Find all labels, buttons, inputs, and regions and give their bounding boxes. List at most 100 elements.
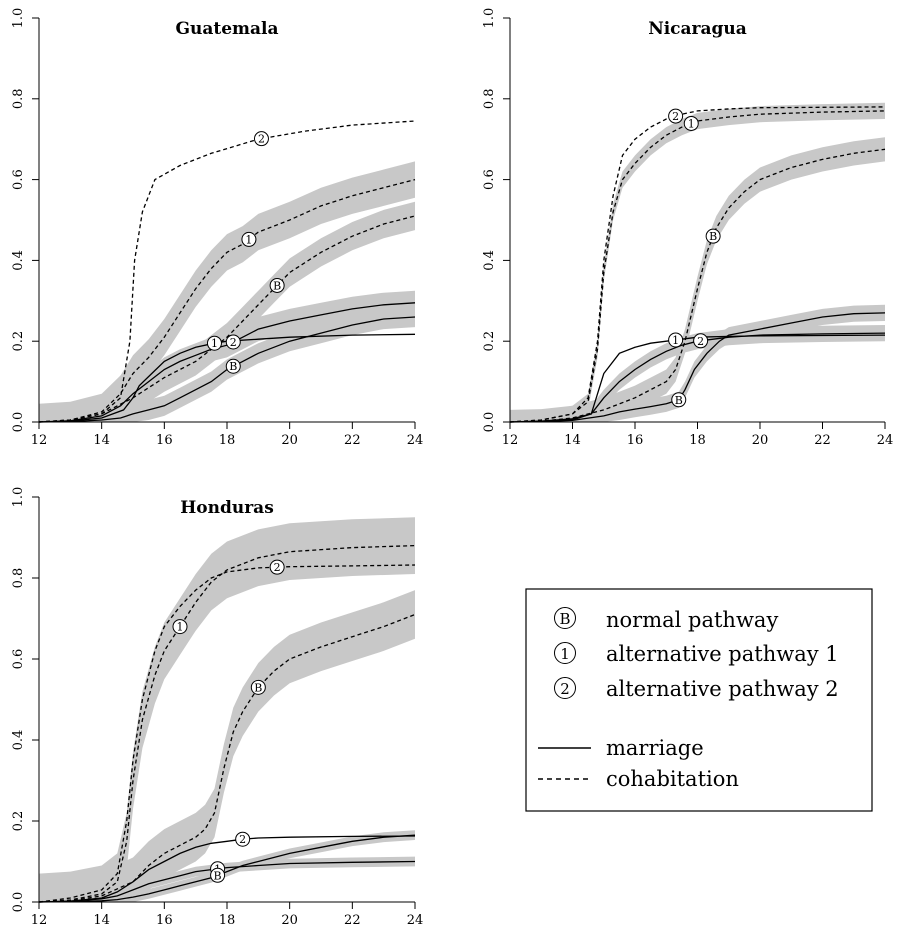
series-line-marriage-2 (38, 835, 416, 903)
series-marker-cohabitation-1: 1 (683, 115, 699, 131)
x-tick-label: 20 (281, 913, 298, 928)
series-marker-cohabitation-2: 2 (253, 131, 269, 147)
x-tick-label: 16 (156, 433, 173, 448)
series-marker-marriage-2: 2 (693, 333, 709, 349)
confidence-band-marriage-B (510, 304, 885, 422)
legend-marker-alt1: 1 alternative pathway 1 (554, 642, 839, 666)
y-tick-label: 0.2 (11, 331, 26, 352)
series-line-marriage-B (38, 316, 416, 423)
series-line-cohabitation-2 (509, 106, 886, 423)
marker-label: 1 (177, 621, 184, 634)
series-line-marriage-B (38, 834, 416, 903)
legend: B normal pathway 1 alternative pathway 1… (525, 588, 873, 812)
legend-label-normal: normal pathway (606, 608, 778, 632)
marker-circle (269, 277, 285, 293)
marker-circle (668, 108, 684, 124)
series-line-cohabitation-B (509, 148, 886, 423)
x-axis: 12 14 16 18 20 22 24 (31, 421, 423, 448)
series-line-marriage-1 (38, 860, 416, 903)
marker-label: 2 (258, 133, 265, 146)
marker-circle (225, 334, 241, 350)
y-tick-label: 0.4 (482, 250, 497, 271)
marker-label: B (675, 394, 683, 407)
marker-label: 2 (239, 833, 246, 846)
y-tick-label: 0.8 (11, 568, 26, 589)
legend-label-alt1: alternative pathway 1 (606, 642, 839, 666)
y-tick-label: 0.0 (11, 412, 26, 433)
legend-label-cohabitation: cohabitation (606, 767, 739, 791)
panel-title: Guatemala (175, 19, 278, 39)
marker-circle (693, 333, 709, 349)
marker-circle (269, 559, 285, 575)
confidence-band-cohabitation-B (39, 201, 415, 422)
x-tick-label: 24 (407, 913, 424, 928)
marker-label: 1 (211, 337, 218, 350)
confidence-band-cohabitation-1 (39, 517, 415, 902)
series-marker-cohabitation-B: B (269, 277, 285, 293)
y-axis: 0.0 0.2 0.4 0.6 0.8 1.0 (11, 487, 40, 913)
series-line-marriage-B (509, 312, 886, 423)
marker-circle (250, 679, 266, 695)
marker-circle (235, 831, 251, 847)
marker-circle (172, 619, 188, 635)
marker-label: B (214, 869, 222, 882)
series-line-marriage-2 (509, 332, 886, 423)
x-tick-label: 14 (564, 433, 581, 448)
legend-symbol-text: B (559, 610, 570, 628)
y-tick-label: 0.4 (11, 730, 26, 751)
legend-symbol-text: 2 (560, 680, 570, 698)
marker-label: 2 (230, 336, 237, 349)
marker-label: 1 (672, 334, 679, 347)
x-tick-label: 20 (752, 433, 769, 448)
series-marker-marriage-B: B (671, 392, 687, 408)
marker-circle (671, 392, 687, 408)
x-tick-label: 16 (156, 913, 173, 928)
x-tick-label: 12 (31, 913, 48, 928)
series-marker-marriage-B: B (210, 867, 226, 883)
y-tick-label: 0.4 (11, 250, 26, 271)
legend-box (525, 588, 873, 812)
panel-title: Nicaragua (648, 19, 747, 39)
series-marker-marriage-2: 2 (225, 334, 241, 350)
y-tick-label: 0.0 (482, 412, 497, 433)
confidence-band-marriage-B (39, 830, 415, 902)
x-axis: 12 14 16 18 20 22 24 (502, 421, 894, 448)
y-tick-label: 0.2 (482, 331, 497, 352)
legend-line-cohabitation: cohabitation (538, 767, 739, 791)
marker-label: 2 (274, 561, 281, 574)
y-tick-label: 0.6 (482, 169, 497, 190)
confidence-band-marriage-1 (39, 856, 415, 902)
marker-label: 2 (697, 335, 704, 348)
series-marker-marriage-1: 1 (668, 332, 684, 348)
x-tick-label: 24 (877, 433, 894, 448)
series-marker-cohabitation-1: 1 (241, 231, 257, 247)
confidence-band-cohabitation-B (39, 590, 415, 902)
panel-title: Honduras (180, 498, 274, 518)
y-tick-label: 0.8 (11, 88, 26, 109)
series-marker-cohabitation-B: B (250, 679, 266, 695)
confidence-band-cohabitation-1 (39, 161, 415, 422)
marker-circle (206, 335, 222, 351)
legend-marker-normal: B normal pathway (554, 607, 778, 632)
series-line-marriage-1 (38, 333, 416, 423)
y-tick-label: 0.0 (11, 892, 26, 913)
legend-symbol-text: 1 (560, 645, 570, 663)
x-tick-label: 18 (689, 433, 706, 448)
x-tick-label: 20 (281, 433, 298, 448)
marker-circle (705, 228, 721, 244)
y-tick-label: 0.2 (11, 811, 26, 832)
marker-label: B (229, 360, 237, 373)
y-axis: 0.0 0.2 0.4 0.6 0.8 1.0 (482, 8, 511, 433)
series-line-cohabitation-2 (38, 564, 416, 903)
series-marker-marriage-2: 2 (235, 831, 251, 847)
x-tick-label: 18 (219, 913, 236, 928)
legend-symbol-circle (554, 677, 576, 699)
series-line-cohabitation-1 (38, 544, 416, 903)
y-tick-label: 1.0 (11, 8, 26, 29)
series-line-cohabitation-B (38, 215, 416, 423)
marker-circle (210, 867, 226, 883)
legend-symbol-circle (554, 607, 576, 629)
marker-label: 2 (672, 110, 679, 123)
y-tick-label: 1.0 (482, 8, 497, 29)
